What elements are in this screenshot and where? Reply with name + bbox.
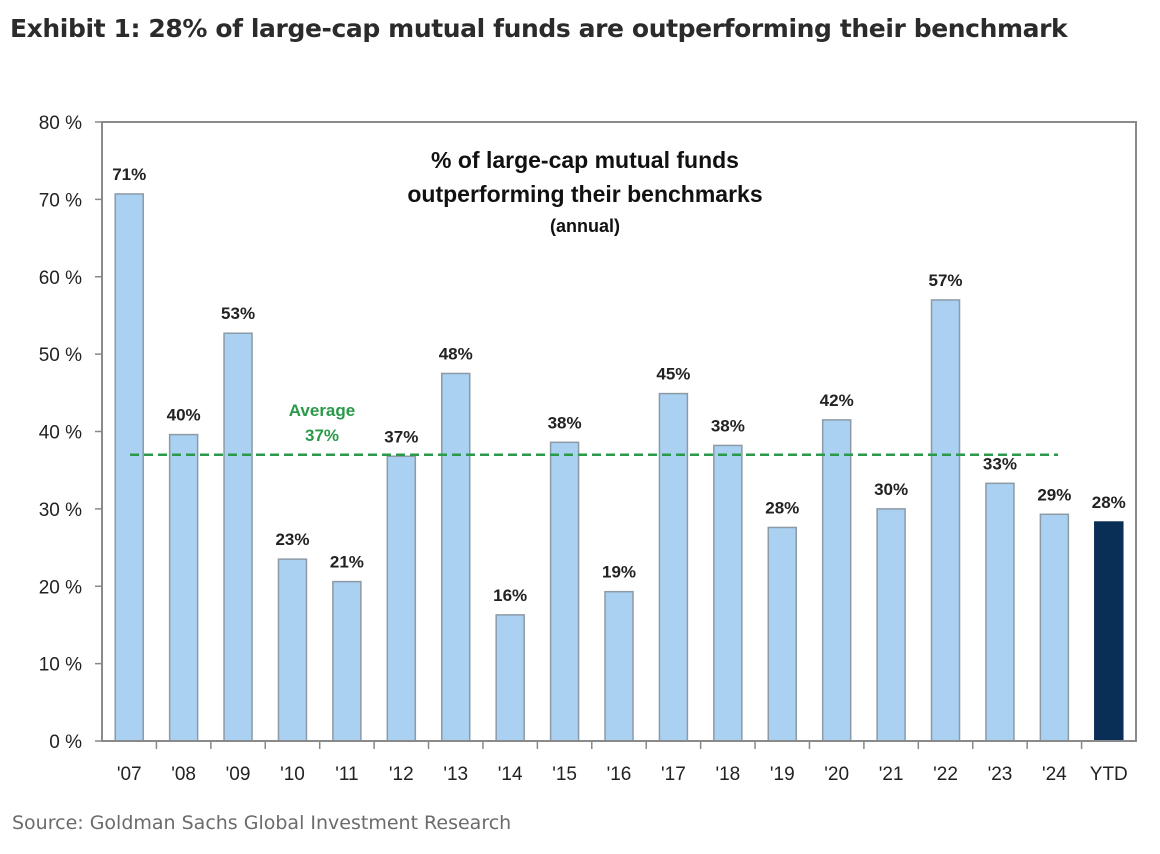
bar-18 — [1094, 521, 1124, 742]
x-tick-label: '14 — [498, 764, 523, 785]
bar-6 — [440, 372, 471, 742]
data-label: 30% — [874, 480, 908, 499]
bar-0 — [114, 193, 144, 742]
x-tick-label: '20 — [824, 764, 849, 785]
y-tick-label: 0 % — [49, 732, 82, 753]
chart-title: % of large-cap mutual funds — [431, 147, 739, 173]
data-label: 16% — [493, 586, 527, 605]
bar-12 — [767, 526, 798, 742]
bar-2 — [223, 332, 253, 742]
x-tick-label: '17 — [661, 764, 686, 785]
average-value-label: 37% — [305, 426, 339, 445]
data-label: 40% — [167, 406, 201, 425]
y-tick-label: 20 % — [39, 577, 82, 598]
x-tick-label: '24 — [1042, 764, 1067, 785]
data-label: 53% — [221, 304, 255, 323]
bar-11 — [713, 444, 743, 742]
y-tick-label: 40 % — [39, 423, 82, 444]
bar-13 — [821, 419, 852, 742]
data-label: 28% — [1092, 493, 1126, 512]
data-label: 28% — [765, 498, 799, 517]
source-note: Source: Goldman Sachs Global Investment … — [12, 812, 512, 834]
bar-3 — [277, 558, 308, 742]
data-label: 57% — [929, 271, 963, 290]
x-tick-label: '07 — [117, 764, 142, 785]
x-tick-label: '15 — [552, 764, 577, 785]
data-label: 42% — [820, 391, 854, 410]
y-tick-label: 10 % — [39, 655, 82, 676]
x-tick-label: '11 — [335, 764, 358, 785]
x-tick-label: '22 — [933, 764, 958, 785]
data-label: 29% — [1037, 485, 1071, 504]
bar-17 — [1039, 513, 1070, 742]
x-tick-label: '13 — [443, 764, 468, 785]
chart-subtitle: (annual) — [550, 216, 620, 236]
bar-9 — [604, 590, 634, 742]
x-tick-label: '10 — [280, 764, 305, 785]
chart-title-line2: outperforming their benchmarks — [407, 181, 762, 207]
x-tick-label: '23 — [988, 764, 1013, 785]
bar-10 — [658, 392, 689, 742]
bar-4 — [332, 580, 362, 742]
data-label: 48% — [439, 344, 473, 363]
data-label: 21% — [330, 553, 364, 572]
data-label: 19% — [602, 563, 636, 582]
average-label: Average — [289, 401, 355, 420]
y-tick-label: 30 % — [39, 500, 82, 521]
bar-15 — [930, 299, 961, 742]
x-tick-label: '21 — [879, 764, 904, 785]
data-label: 23% — [275, 530, 309, 549]
exhibit-title: Exhibit 1: 28% of large-cap mutual funds… — [10, 14, 1068, 43]
x-tick-label: '19 — [770, 764, 795, 785]
y-tick-label: 60 % — [39, 268, 82, 289]
y-tick-label: 80 % — [39, 113, 82, 134]
x-tick-label: YTD — [1090, 764, 1128, 785]
x-tick-label: '16 — [607, 764, 632, 785]
data-label: 71% — [112, 165, 146, 184]
x-tick-label: '08 — [171, 764, 196, 785]
y-tick-label: 70 % — [39, 190, 82, 211]
data-label: 38% — [711, 416, 745, 435]
data-label: 33% — [983, 454, 1017, 473]
data-label: 37% — [384, 427, 418, 446]
bar-7 — [495, 614, 525, 742]
bar-1 — [168, 433, 199, 742]
data-label: 45% — [656, 365, 690, 384]
bar-8 — [549, 441, 580, 742]
y-tick-label: 50 % — [39, 345, 82, 366]
bar-5 — [386, 455, 417, 742]
bar-16 — [985, 482, 1015, 742]
bar-14 — [876, 508, 906, 742]
data-label: 38% — [548, 413, 582, 432]
x-tick-label: '12 — [389, 764, 414, 785]
x-tick-label: '18 — [715, 764, 740, 785]
x-tick-label: '09 — [226, 764, 251, 785]
